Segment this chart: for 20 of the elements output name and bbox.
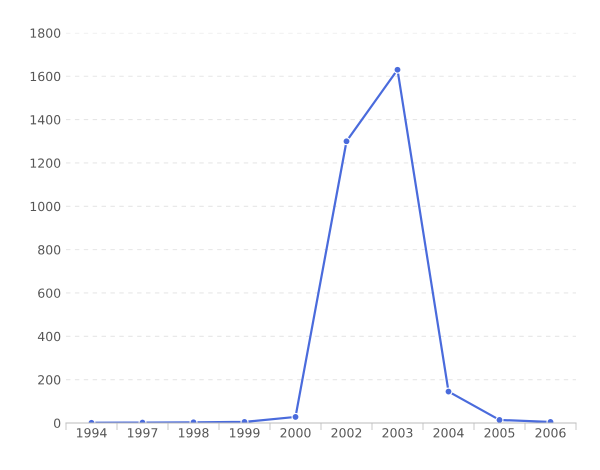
- x-tick-label: 2006: [536, 428, 566, 438]
- y-tick-label: 0: [54, 418, 60, 428]
- x-tick-label: 2000: [280, 428, 311, 438]
- y-tick-label: 400: [38, 332, 60, 342]
- y-tick-label: 600: [38, 288, 60, 298]
- y-tick-label: 1400: [30, 115, 60, 125]
- x-tick-label: 1999: [230, 428, 260, 438]
- y-tick-label: 1000: [30, 202, 60, 212]
- x-tick-label: 1994: [76, 428, 107, 438]
- x-tick-label: 2002: [332, 428, 362, 438]
- y-tick-label: 800: [38, 245, 60, 255]
- x-tick-label: 2005: [484, 428, 514, 438]
- x-tick-label: 2004: [434, 428, 464, 438]
- y-tick-label: 1800: [30, 28, 60, 38]
- y-tick-label: 1200: [30, 158, 60, 168]
- y-tick-label: 200: [38, 375, 60, 385]
- x-tick-label: 1998: [178, 428, 209, 438]
- x-tick-label: 1997: [128, 428, 158, 438]
- y-tick-label: 1600: [30, 72, 60, 82]
- x-tick-label: 2003: [382, 428, 412, 438]
